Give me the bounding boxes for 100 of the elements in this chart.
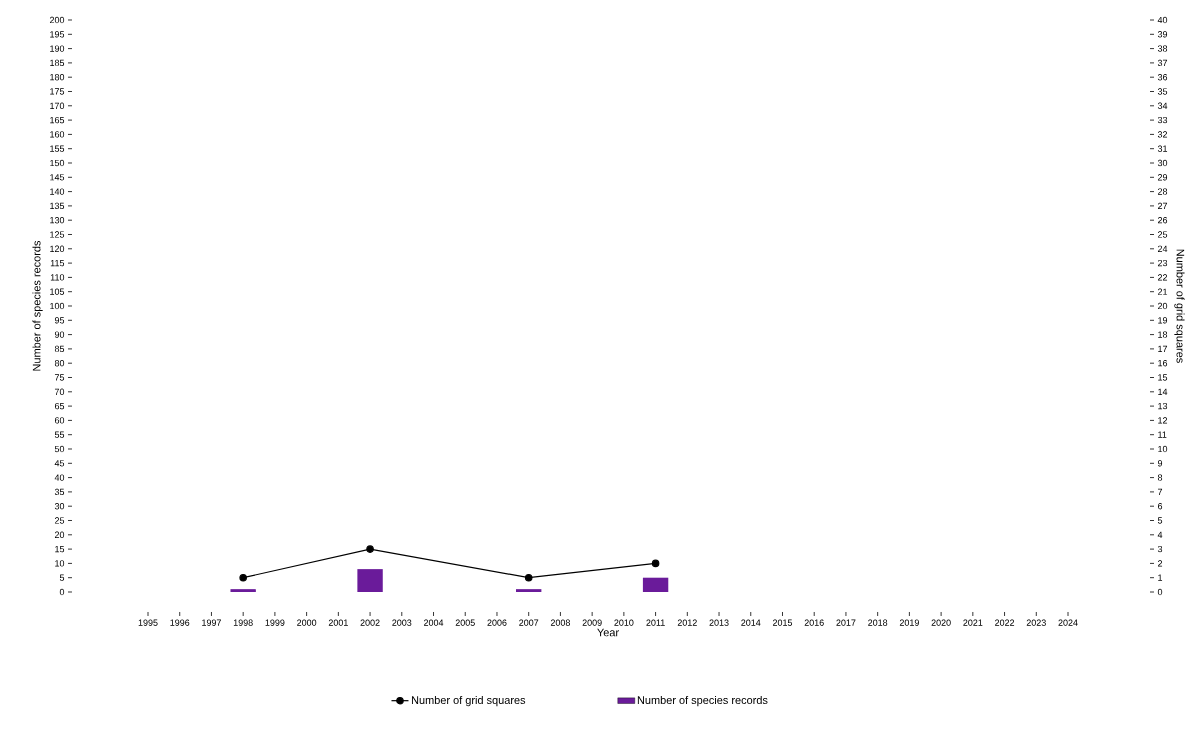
y2-tick-label: 7 [1157, 488, 1163, 495]
y-tick-label: 155 [50, 145, 65, 152]
y-tick-label: 115 [50, 259, 65, 267]
legend-label: Number of species records [637, 695, 768, 707]
y2-tick-label: 30 [1157, 159, 1168, 167]
x-tick-label: 2010 [614, 619, 634, 626]
y-tick-label: 0 [59, 588, 65, 596]
y-tick-label: 200 [49, 16, 65, 24]
x-tick-label: 2024 [1058, 619, 1078, 626]
y2-tick-label: 8 [1157, 474, 1163, 481]
y2-tick-label: 37 [1157, 59, 1168, 67]
x-tick-label: 1997 [202, 619, 221, 626]
bar [516, 589, 542, 592]
y-tick-label: 105 [50, 288, 65, 295]
y2-tick-label: 34 [1157, 102, 1168, 109]
y2-tick-label: 13 [1158, 402, 1168, 410]
y2-tick-label: 4 [1157, 531, 1163, 538]
point [366, 545, 374, 553]
y2-axis-title: Number of grid squares [1174, 249, 1185, 363]
y2-tick-label: 15 [1158, 374, 1168, 381]
x-tick-label: 2012 [677, 619, 697, 626]
y2-tick-label: 31 [1157, 145, 1168, 152]
y-tick-label: 130 [50, 217, 65, 224]
y-tick-label: 160 [50, 131, 65, 138]
x-tick-label: 1999 [265, 619, 285, 626]
point [651, 559, 660, 568]
y-tick-label: 100 [50, 302, 65, 310]
y2-tick-label: 23 [1157, 259, 1168, 267]
y2-tick-label: 27 [1157, 202, 1168, 210]
y-tick-label: 65 [54, 402, 65, 410]
x-tick-label: 2017 [836, 619, 856, 626]
y-axis-title: Number of species records [32, 240, 43, 371]
y-tick-label: 120 [50, 245, 65, 252]
x-tick-label: 1996 [170, 619, 190, 626]
y2-tick-label: 12 [1158, 417, 1168, 424]
x-tick-label: 2021 [963, 619, 983, 626]
y2-tick-label: 3 [1157, 545, 1163, 553]
y-tick-label: 195 [50, 31, 65, 38]
x-tick-label: 2018 [868, 619, 888, 626]
y2-tick-label: 19 [1158, 317, 1168, 324]
y-tick-label: 50 [54, 445, 65, 453]
y2-tick-label: 5 [1157, 517, 1163, 524]
y2-tick-label: 25 [1157, 231, 1168, 238]
y2-tick-label: 40 [1157, 16, 1168, 24]
legend-label: Number of grid squares [411, 695, 526, 707]
y2-tick-label: 6 [1157, 503, 1163, 510]
x-tick-label: 1995 [138, 619, 158, 626]
y-tick-label: 35 [54, 488, 65, 496]
x-tick-label: 2015 [772, 619, 793, 626]
y2-tick-label: 11 [1158, 431, 1167, 438]
y2-tick-label: 38 [1157, 45, 1168, 52]
point [524, 573, 533, 582]
y2-tick-label: 21 [1157, 288, 1168, 295]
y-tick-label: 75 [54, 374, 65, 381]
y2-tick-label: 32 [1157, 131, 1168, 138]
x-tick-label: 2007 [519, 619, 539, 626]
y-tick-label: 80 [54, 360, 65, 367]
x-tick-label: 2006 [487, 619, 507, 626]
y-tick-label: 145 [50, 174, 65, 181]
y2-tick-label: 9 [1157, 460, 1163, 467]
x-tick-label: 2005 [455, 619, 475, 626]
y-tick-label: 60 [54, 417, 65, 424]
y-tick-label: 185 [50, 59, 65, 67]
y2-tick-label: 24 [1157, 245, 1168, 252]
bar [357, 569, 383, 592]
x-tick-label: 2022 [995, 619, 1015, 626]
y2-tick-label: 2 [1157, 560, 1163, 567]
y-tick-label: 110 [50, 274, 65, 281]
y2-tick-label: 1 [1158, 574, 1163, 581]
y-tick-label: 15 [55, 545, 65, 553]
y2-tick-label: 0 [1157, 588, 1163, 596]
y-tick-label: 10 [55, 560, 65, 567]
x-tick-label: 2003 [392, 619, 412, 626]
y-tick-label: 70 [54, 388, 65, 395]
y-tick-label: 125 [50, 231, 65, 238]
y-tick-label: 40 [54, 474, 65, 481]
y2-tick-label: 39 [1157, 31, 1168, 38]
y2-tick-label: 20 [1157, 302, 1168, 310]
y2-tick-label: 28 [1157, 188, 1168, 195]
y2-tick-label: 16 [1158, 360, 1168, 367]
x-tick-label: 2019 [899, 619, 919, 626]
x-axis-title: Year [597, 628, 619, 637]
y-tick-label: 95 [54, 317, 65, 324]
x-tick-label: 2002 [360, 619, 380, 626]
bar [642, 577, 669, 592]
y-tick-label: 85 [54, 345, 65, 353]
y-tick-label: 90 [54, 331, 65, 338]
y-tick-label: 165 [50, 116, 65, 124]
y-tick-label: 20 [54, 531, 65, 538]
y-tick-label: 5 [59, 574, 65, 581]
x-tick-label: 2001 [328, 619, 348, 626]
y2-tick-label: 33 [1157, 116, 1168, 124]
y-tick-label: 30 [54, 503, 65, 510]
y-tick-label: 25 [54, 517, 65, 524]
y2-tick-label: 14 [1158, 388, 1168, 395]
y-tick-label: 190 [50, 45, 65, 52]
y2-tick-label: 17 [1158, 345, 1168, 352]
x-tick-label: 2014 [741, 619, 761, 626]
x-tick-label: 2009 [582, 619, 602, 626]
y-tick-label: 150 [50, 159, 65, 167]
